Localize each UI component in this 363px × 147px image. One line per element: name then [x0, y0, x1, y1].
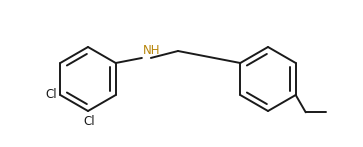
Text: Cl: Cl	[46, 87, 57, 101]
Text: NH: NH	[143, 44, 160, 57]
Text: Cl: Cl	[83, 115, 95, 128]
